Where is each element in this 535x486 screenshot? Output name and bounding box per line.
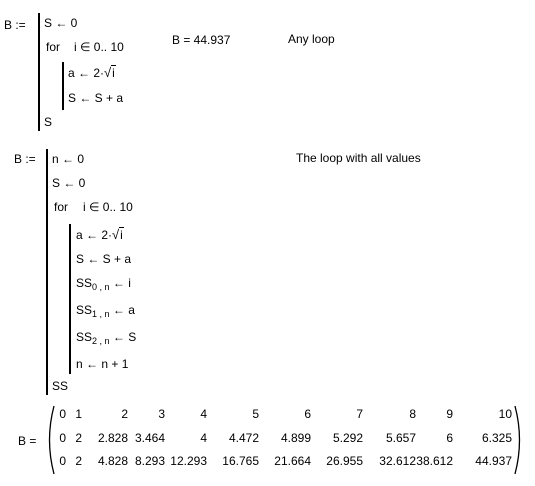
block2-comment[interactable]: The loop with all values xyxy=(296,151,421,165)
matrix-cell: 4 xyxy=(200,407,207,421)
right-paren-icon xyxy=(514,405,521,475)
matrix-lhs: B = xyxy=(18,434,37,448)
block2-a-assign-lhs: a ← 2· xyxy=(76,228,113,242)
block1-s-update: S ← S + a xyxy=(68,91,124,105)
ss1-subscript: 1 , n xyxy=(92,309,110,319)
sqrt-icon: √i xyxy=(112,227,124,242)
block1-program-bar xyxy=(38,13,40,131)
matrix-cell: 0 xyxy=(59,454,66,468)
matrix-cell: 10 xyxy=(498,407,512,421)
matrix-cell: 5.657 xyxy=(385,431,416,445)
matrix-cell: 38.612 xyxy=(416,454,453,468)
block1-a-assign-lhs: a ← 2· xyxy=(68,66,105,80)
matrix-cell: 6 xyxy=(446,431,453,445)
block2-ss0-assign: SS0 , n ← i xyxy=(76,276,131,292)
ss0-subscript: 0 , n xyxy=(92,282,110,292)
block2-for-range: i ∈ 0.. 10 xyxy=(83,200,133,214)
block1-loop-bar xyxy=(62,62,64,110)
matrix-cell: 6.325 xyxy=(481,431,512,445)
matrix-cell: 8.293 xyxy=(134,454,165,468)
matrix-cell: 32.612 xyxy=(379,454,416,468)
block1-comment[interactable]: Any loop xyxy=(288,32,335,46)
matrix-cell: 4.828 xyxy=(97,454,128,468)
matrix-cell: 9 xyxy=(446,407,453,421)
sqrt-icon: √i xyxy=(104,65,116,80)
block2-lhs: B := xyxy=(14,152,36,166)
block1-sqrt-arg: i xyxy=(111,65,116,80)
matrix-cell: 2 xyxy=(75,454,82,468)
block1-a-assign: a ← 2·√i xyxy=(68,65,116,80)
block1-for-range: i ∈ 0.. 10 xyxy=(74,40,124,54)
block2-line-n-init: n ← 0 xyxy=(52,152,85,166)
block2-a-assign: a ← 2·√i xyxy=(76,227,124,242)
block1-line-s-init: S ← 0 xyxy=(44,16,78,30)
matrix-cell: 0 xyxy=(59,431,66,445)
matrix-cell: 26.955 xyxy=(326,454,363,468)
block2-ss2-assign: SS2 , n ← S xyxy=(76,330,137,346)
matrix-cell: 16.765 xyxy=(222,454,259,468)
matrix-cell: 44.937 xyxy=(475,454,512,468)
matrix-cell: 4 xyxy=(200,431,207,445)
ss2-rhs: ← S xyxy=(112,330,137,344)
block2-line-s-init: S ← 0 xyxy=(52,176,86,190)
matrix-cell: 4.472 xyxy=(228,431,259,445)
block2-s-update: S ← S + a xyxy=(76,252,132,266)
matrix-cell: 2 xyxy=(75,431,82,445)
ss0-rhs: ← i xyxy=(112,276,131,290)
left-paren-icon xyxy=(48,405,55,475)
block1-lhs: B := xyxy=(4,18,26,32)
matrix-cell: 8 xyxy=(409,407,416,421)
matrix-cell: 0 xyxy=(59,407,66,421)
ss2-base: SS xyxy=(76,330,93,344)
block2-ss1-assign: SS1 , n ← a xyxy=(76,303,135,319)
block2-sqrt-arg: i xyxy=(119,227,124,242)
matrix-cell: 2.828 xyxy=(97,431,128,445)
ss2-subscript: 2 , n xyxy=(92,336,110,346)
matrix-cell: 1 xyxy=(75,407,82,421)
block1-return: S xyxy=(44,115,53,129)
matrix-cell: 6 xyxy=(304,407,311,421)
block1-result[interactable]: B = 44.937 xyxy=(172,33,231,47)
matrix-cell: 2 xyxy=(121,407,128,421)
ss1-base: SS xyxy=(76,303,93,317)
block1-for-keyword: for xyxy=(46,40,61,54)
block2-n-increment: n ← n + 1 xyxy=(76,357,129,371)
ss1-rhs: ← a xyxy=(112,303,135,317)
matrix-cell: 12.293 xyxy=(170,454,207,468)
matrix-cell: 3.464 xyxy=(134,431,165,445)
block2-program-bar xyxy=(46,149,48,395)
matrix-cell: 5 xyxy=(252,407,259,421)
matrix-cell: 21.664 xyxy=(274,454,311,468)
ss0-base: SS xyxy=(76,276,93,290)
block2-loop-bar xyxy=(69,224,71,374)
matrix-cell: 4.899 xyxy=(280,431,311,445)
matrix-cell: 3 xyxy=(158,407,165,421)
matrix-cell: 7 xyxy=(356,407,363,421)
block2-return: SS xyxy=(52,379,69,393)
matrix-cell: 5.292 xyxy=(332,431,363,445)
block2-for-keyword: for xyxy=(54,200,69,214)
